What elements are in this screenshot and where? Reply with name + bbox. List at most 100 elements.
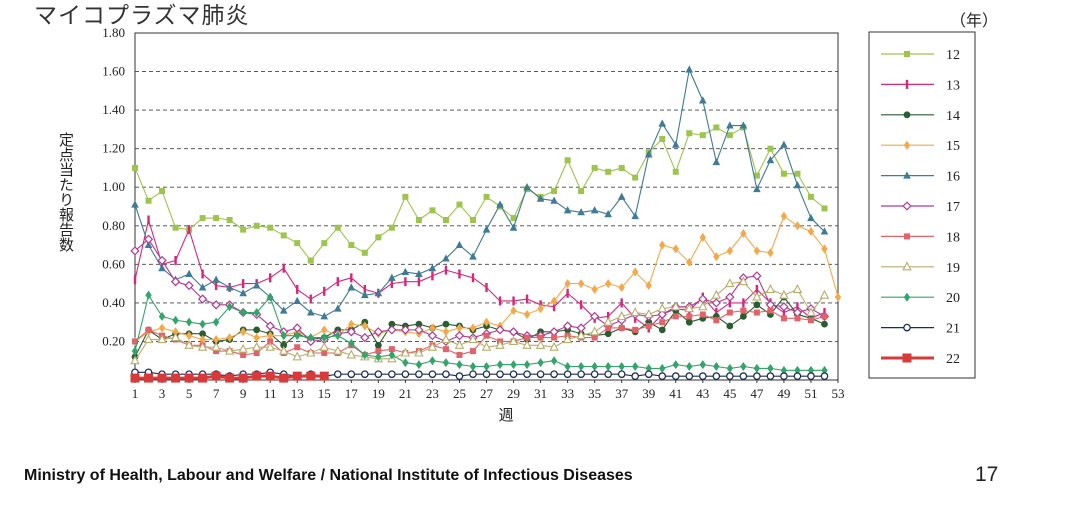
data-point [428, 370, 437, 379]
data-point [657, 309, 667, 320]
data-point [199, 215, 206, 222]
legend-marker [903, 140, 911, 150]
series-16 [131, 65, 829, 320]
x-tick-label: 35 [588, 386, 601, 401]
data-point [267, 338, 274, 345]
data-point [550, 196, 558, 204]
data-point [143, 234, 154, 244]
data-point [685, 372, 694, 380]
legend-unit-label: （年） [950, 11, 999, 30]
data-point [309, 294, 312, 304]
series-line [134, 69, 825, 317]
data-point [591, 164, 598, 171]
data-point [794, 170, 801, 177]
data-point [796, 302, 799, 312]
data-point [820, 372, 829, 380]
data-point [562, 334, 573, 344]
data-point [658, 326, 666, 334]
data-point [455, 372, 464, 380]
x-tick-label: 39 [642, 386, 655, 401]
data-point [537, 304, 544, 314]
data-point [404, 277, 407, 287]
data-point [159, 188, 166, 195]
data-point [632, 326, 639, 333]
data-point [278, 345, 289, 355]
data-point [213, 215, 220, 222]
data-point [170, 332, 181, 342]
data-point [590, 311, 600, 322]
data-point [632, 267, 639, 277]
data-point [132, 338, 138, 345]
data-point [307, 333, 314, 343]
data-point [360, 370, 369, 379]
legend-label: 21 [946, 322, 960, 337]
data-point [495, 339, 505, 349]
data-point [402, 358, 409, 368]
data-point [131, 200, 139, 208]
data-point [415, 269, 423, 277]
data-point [767, 248, 774, 258]
data-point [323, 286, 326, 296]
data-point [199, 330, 206, 338]
data-point [512, 296, 515, 306]
y-tick-label: 0.40 [102, 295, 125, 310]
data-point [604, 210, 612, 218]
data-point [807, 193, 814, 200]
data-point [184, 373, 194, 383]
data-point [469, 252, 477, 260]
legend-marker [905, 79, 909, 89]
data-point [469, 216, 476, 223]
data-point [645, 281, 652, 291]
data-point [387, 325, 397, 335]
data-point [253, 326, 261, 334]
data-point [819, 289, 830, 299]
x-tick-label: 49 [777, 386, 790, 401]
series-20 [131, 290, 828, 375]
data-point [348, 338, 355, 348]
series-line [135, 371, 825, 377]
data-point [321, 350, 328, 357]
data-point [591, 284, 598, 294]
data-point [293, 296, 302, 304]
data-point [591, 334, 598, 341]
data-point [713, 317, 720, 324]
data-point [266, 331, 274, 341]
data-point [265, 341, 275, 351]
data-point [158, 311, 166, 321]
data-point [334, 331, 341, 341]
data-point [211, 341, 221, 351]
data-point [659, 136, 666, 143]
data-point [807, 213, 815, 222]
data-point [241, 279, 245, 289]
data-point [388, 350, 396, 360]
data-point [415, 216, 422, 223]
data-point [767, 145, 774, 152]
data-point [348, 319, 355, 329]
legend-label: 14 [946, 109, 960, 124]
data-point [807, 317, 814, 324]
data-point [753, 246, 761, 256]
data-point [158, 263, 166, 272]
data-point [388, 224, 395, 231]
x-tick-label: 51 [804, 386, 817, 401]
data-point [671, 301, 681, 311]
data-point [794, 365, 801, 375]
data-point [550, 356, 558, 366]
data-point [346, 349, 357, 359]
data-point [442, 370, 450, 379]
data-point [294, 344, 301, 351]
data-point [644, 370, 653, 379]
data-point [590, 206, 599, 214]
data-point [726, 363, 734, 373]
legend-marker [902, 201, 912, 211]
data-point [456, 360, 463, 370]
legend-label: 13 [946, 78, 960, 93]
data-point [699, 132, 706, 139]
data-point [793, 372, 802, 380]
data-point [333, 370, 342, 379]
data-point [400, 325, 411, 335]
data-point [147, 215, 150, 225]
data-point [496, 370, 504, 379]
data-point [454, 339, 465, 349]
data-point [292, 351, 302, 361]
